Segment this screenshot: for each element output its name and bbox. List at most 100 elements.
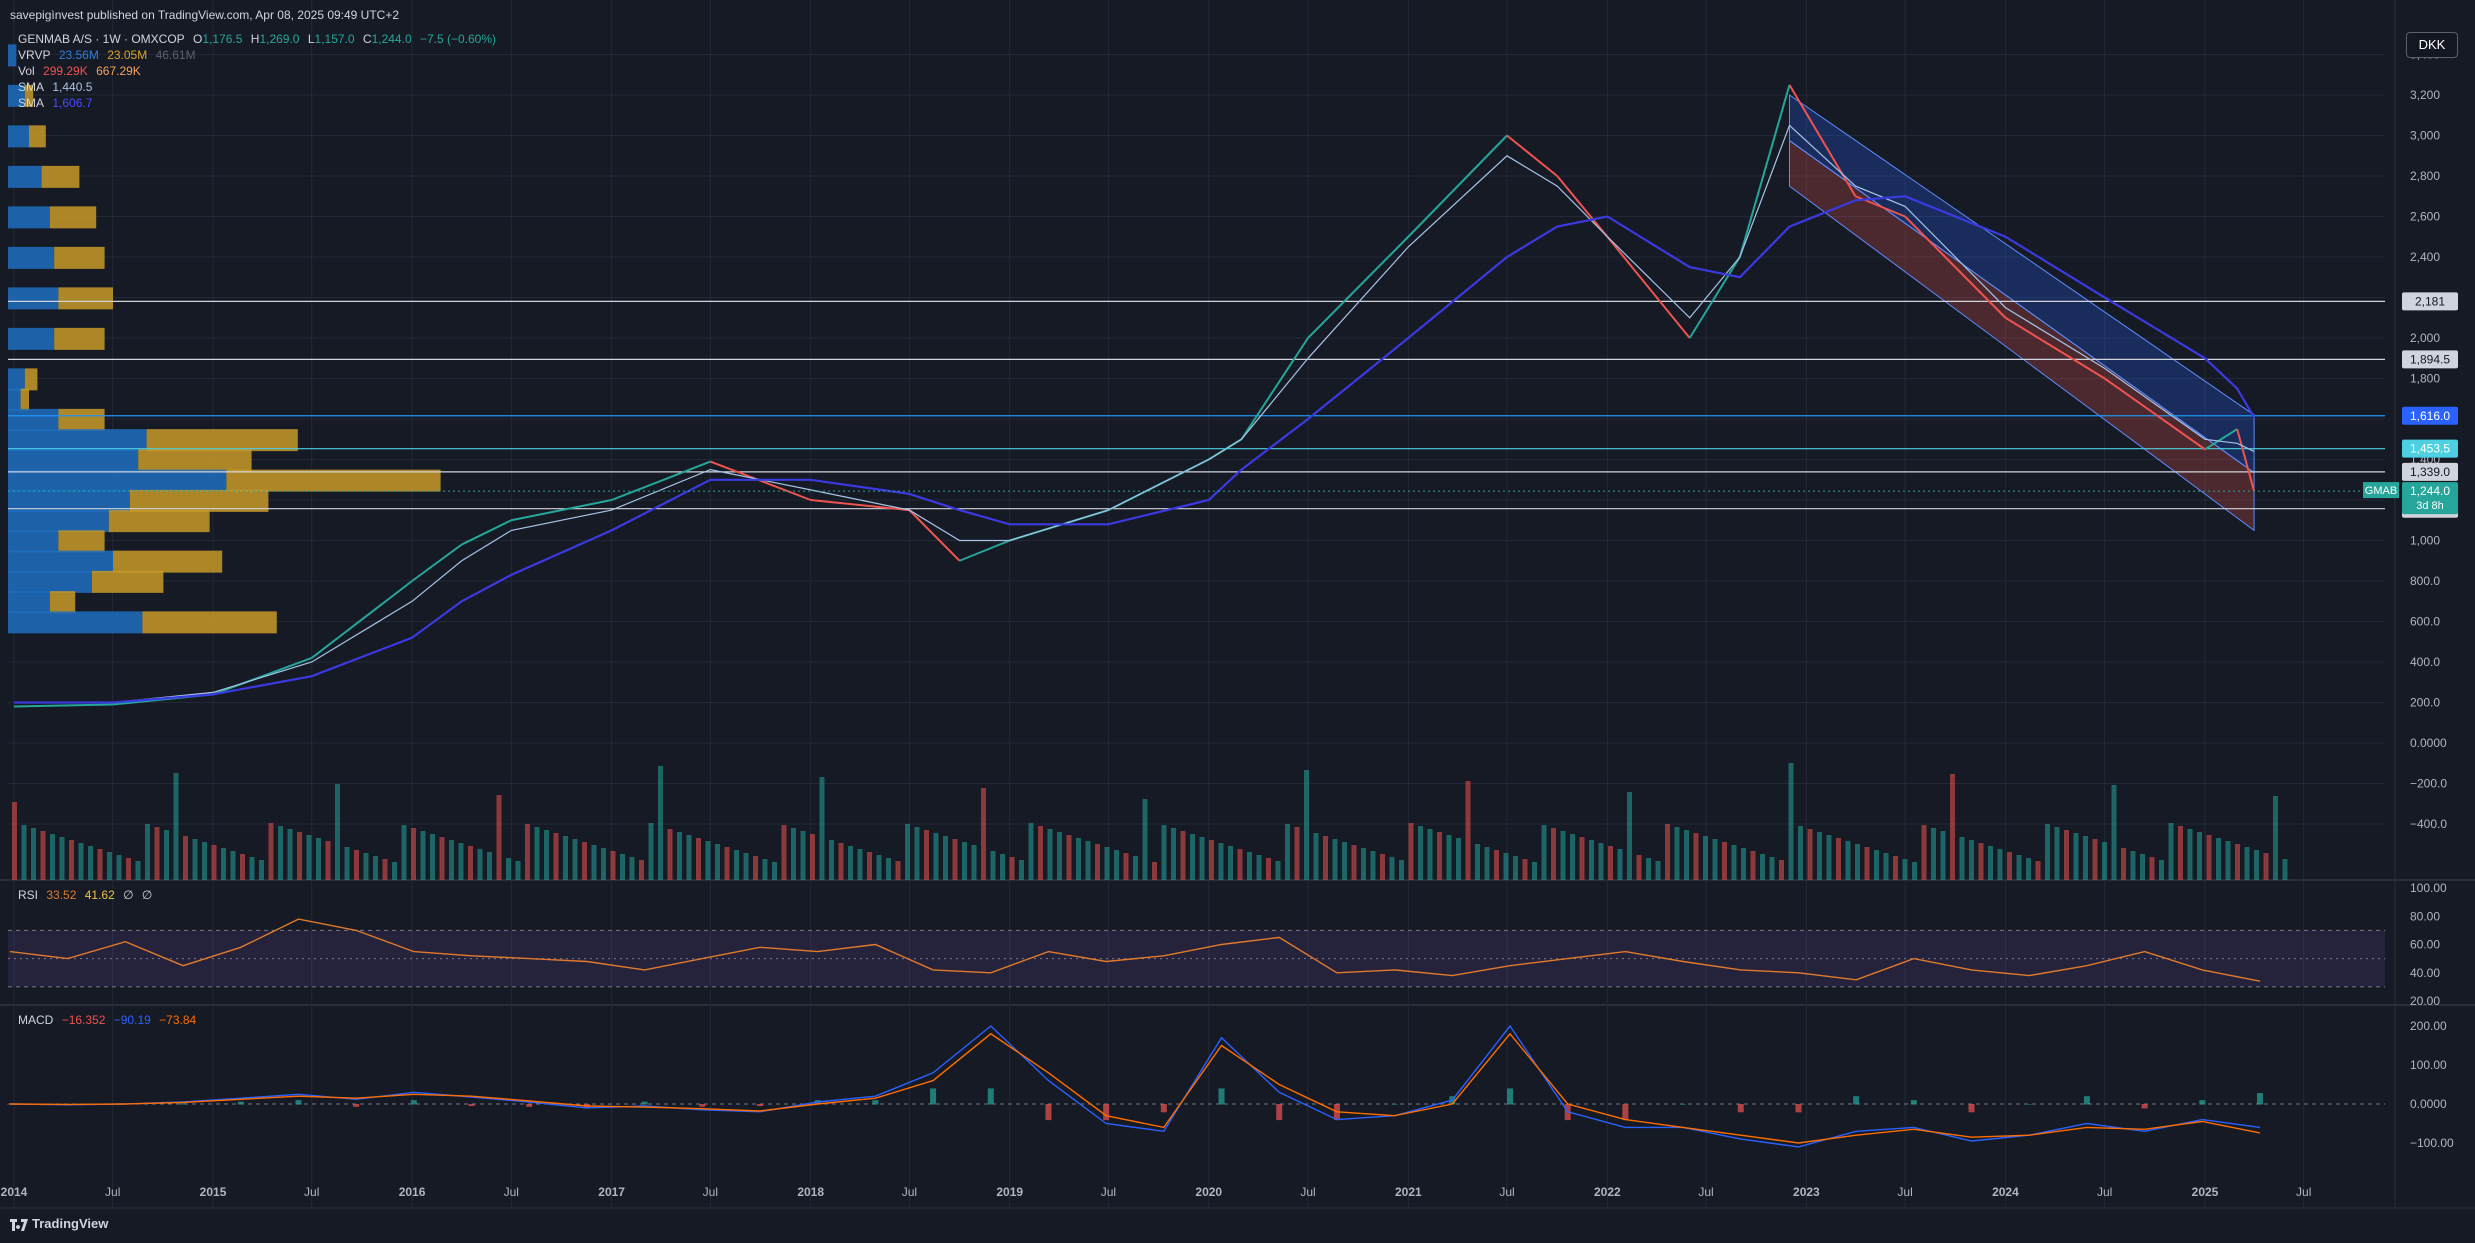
volume-bar [1408,823,1414,880]
volume-bar [753,856,758,880]
legend-symbol-row: GENMAB A/S · 1W · OMXCOP O1,176.5 H1,269… [18,32,501,46]
volume-bar [211,845,217,880]
volume-bar [1076,838,1081,880]
price-tick-label: −400.0 [2410,817,2447,831]
rsi-tick-label: 100.00 [2410,881,2447,895]
tradingview-logo-icon [10,1218,28,1231]
volume-bar [1256,855,1262,880]
volume-bar [1655,861,1661,880]
vrvp-up: 23.56M [58,48,99,62]
macd-tick-label: 0.0000 [2410,1097,2447,1111]
volume-bar [1646,858,1651,880]
volume-bar [620,854,625,880]
level-price-label: 1,339.0 [2410,465,2450,479]
sma2-label: SMA [18,96,45,110]
volume-bar [525,824,530,880]
volume-bar [1513,856,1518,880]
volume-bar [135,861,141,880]
price-tick-label: 600.0 [2410,615,2440,629]
volume-bar [1760,854,1765,880]
volume-bar [1836,838,1841,880]
volume-bar [677,832,682,880]
volume-bar [373,856,378,880]
volume-bar [544,830,549,880]
volume-bar [1541,825,1547,880]
volume-bar [1608,846,1613,880]
price-tick-label: −200.0 [2410,777,2447,791]
volume-bar [2035,861,2041,880]
volume-bar [1370,851,1376,880]
macd-histogram-bar [641,1101,648,1105]
volume-bar [2187,829,2193,880]
volume-bar [990,851,996,880]
price-segment [212,657,313,696]
volume-bar [1503,853,1509,880]
volume-bar [848,846,853,880]
time-tick-label: Jul [703,1185,718,1199]
volume-bar [78,843,84,880]
volume-bar [1978,843,1984,880]
vrvp-up-bar [8,388,21,411]
volume-bar [924,830,929,880]
volume-bar [1389,857,1395,880]
legend-high-label: H [250,32,260,46]
volume-bar [1342,842,1347,880]
price-segment [13,703,113,708]
volume-bar [430,834,435,880]
volume-bar [259,860,264,880]
time-tick-label: 2020 [1195,1185,1222,1199]
vrvp-down-bar [58,287,113,310]
volume-bar [1665,824,1670,880]
legend-low: 1,157.0 [314,32,355,46]
vrvp-down-bar [113,550,223,573]
legend-sma2-row: SMA 1,606.7 [18,96,97,110]
volume-bar [791,828,796,880]
volume-bar [905,824,910,880]
volume-bar [1275,861,1281,880]
volume-bar [1266,858,1271,880]
legend-close: 1,244.0 [371,32,412,46]
volume-bar [278,826,283,880]
volume-bar [382,859,388,880]
volume-bar [1218,843,1224,880]
volume-bar [1826,835,1832,880]
rsi-tick-label: 60.00 [2410,938,2440,952]
volume-bar [2149,857,2155,880]
volume-bar [1104,847,1110,880]
time-tick-label: Jul [1101,1185,1116,1199]
time-tick-label: Jul [1698,1185,1713,1199]
volume-bar [306,835,312,880]
sma-fast-line [14,124,2255,704]
volume-bar [477,849,483,880]
volume-bar [1009,857,1015,880]
volume-bar [458,843,464,880]
volume-bar [515,861,521,880]
volume-bar [1931,828,1936,880]
volume-bar [173,773,179,880]
legend-vol-row: Vol 299.29K 667.29K [18,64,146,78]
symbol-tag-label: GMAB [2365,485,2397,497]
vrvp-down-bar [54,327,105,350]
macd-histogram-bar [237,1101,244,1105]
volume-bar [496,795,502,880]
volume-bar [591,845,597,880]
volume-bar [154,827,160,880]
time-tick-label: 2024 [1992,1185,2019,1199]
volume-bar [1731,845,1737,880]
volume-bar [268,823,274,880]
vrvp-up-bar [8,530,59,553]
volume-bar [1437,832,1442,880]
volume-bar [1199,837,1205,880]
volume-bar [31,828,36,880]
volume-bar [1722,842,1727,880]
volume-bar [1845,841,1851,880]
vol-ma: 667.29K [96,64,141,78]
macd-signal: −73.84 [159,1013,197,1027]
currency-button[interactable]: DKK [2406,32,2458,58]
volume-bar [1351,845,1357,880]
legend-low-label: L [307,32,315,46]
vrvp-down-bar [138,449,252,472]
macd-line: −90.19 [113,1013,151,1027]
volume-bar [1893,856,1898,880]
